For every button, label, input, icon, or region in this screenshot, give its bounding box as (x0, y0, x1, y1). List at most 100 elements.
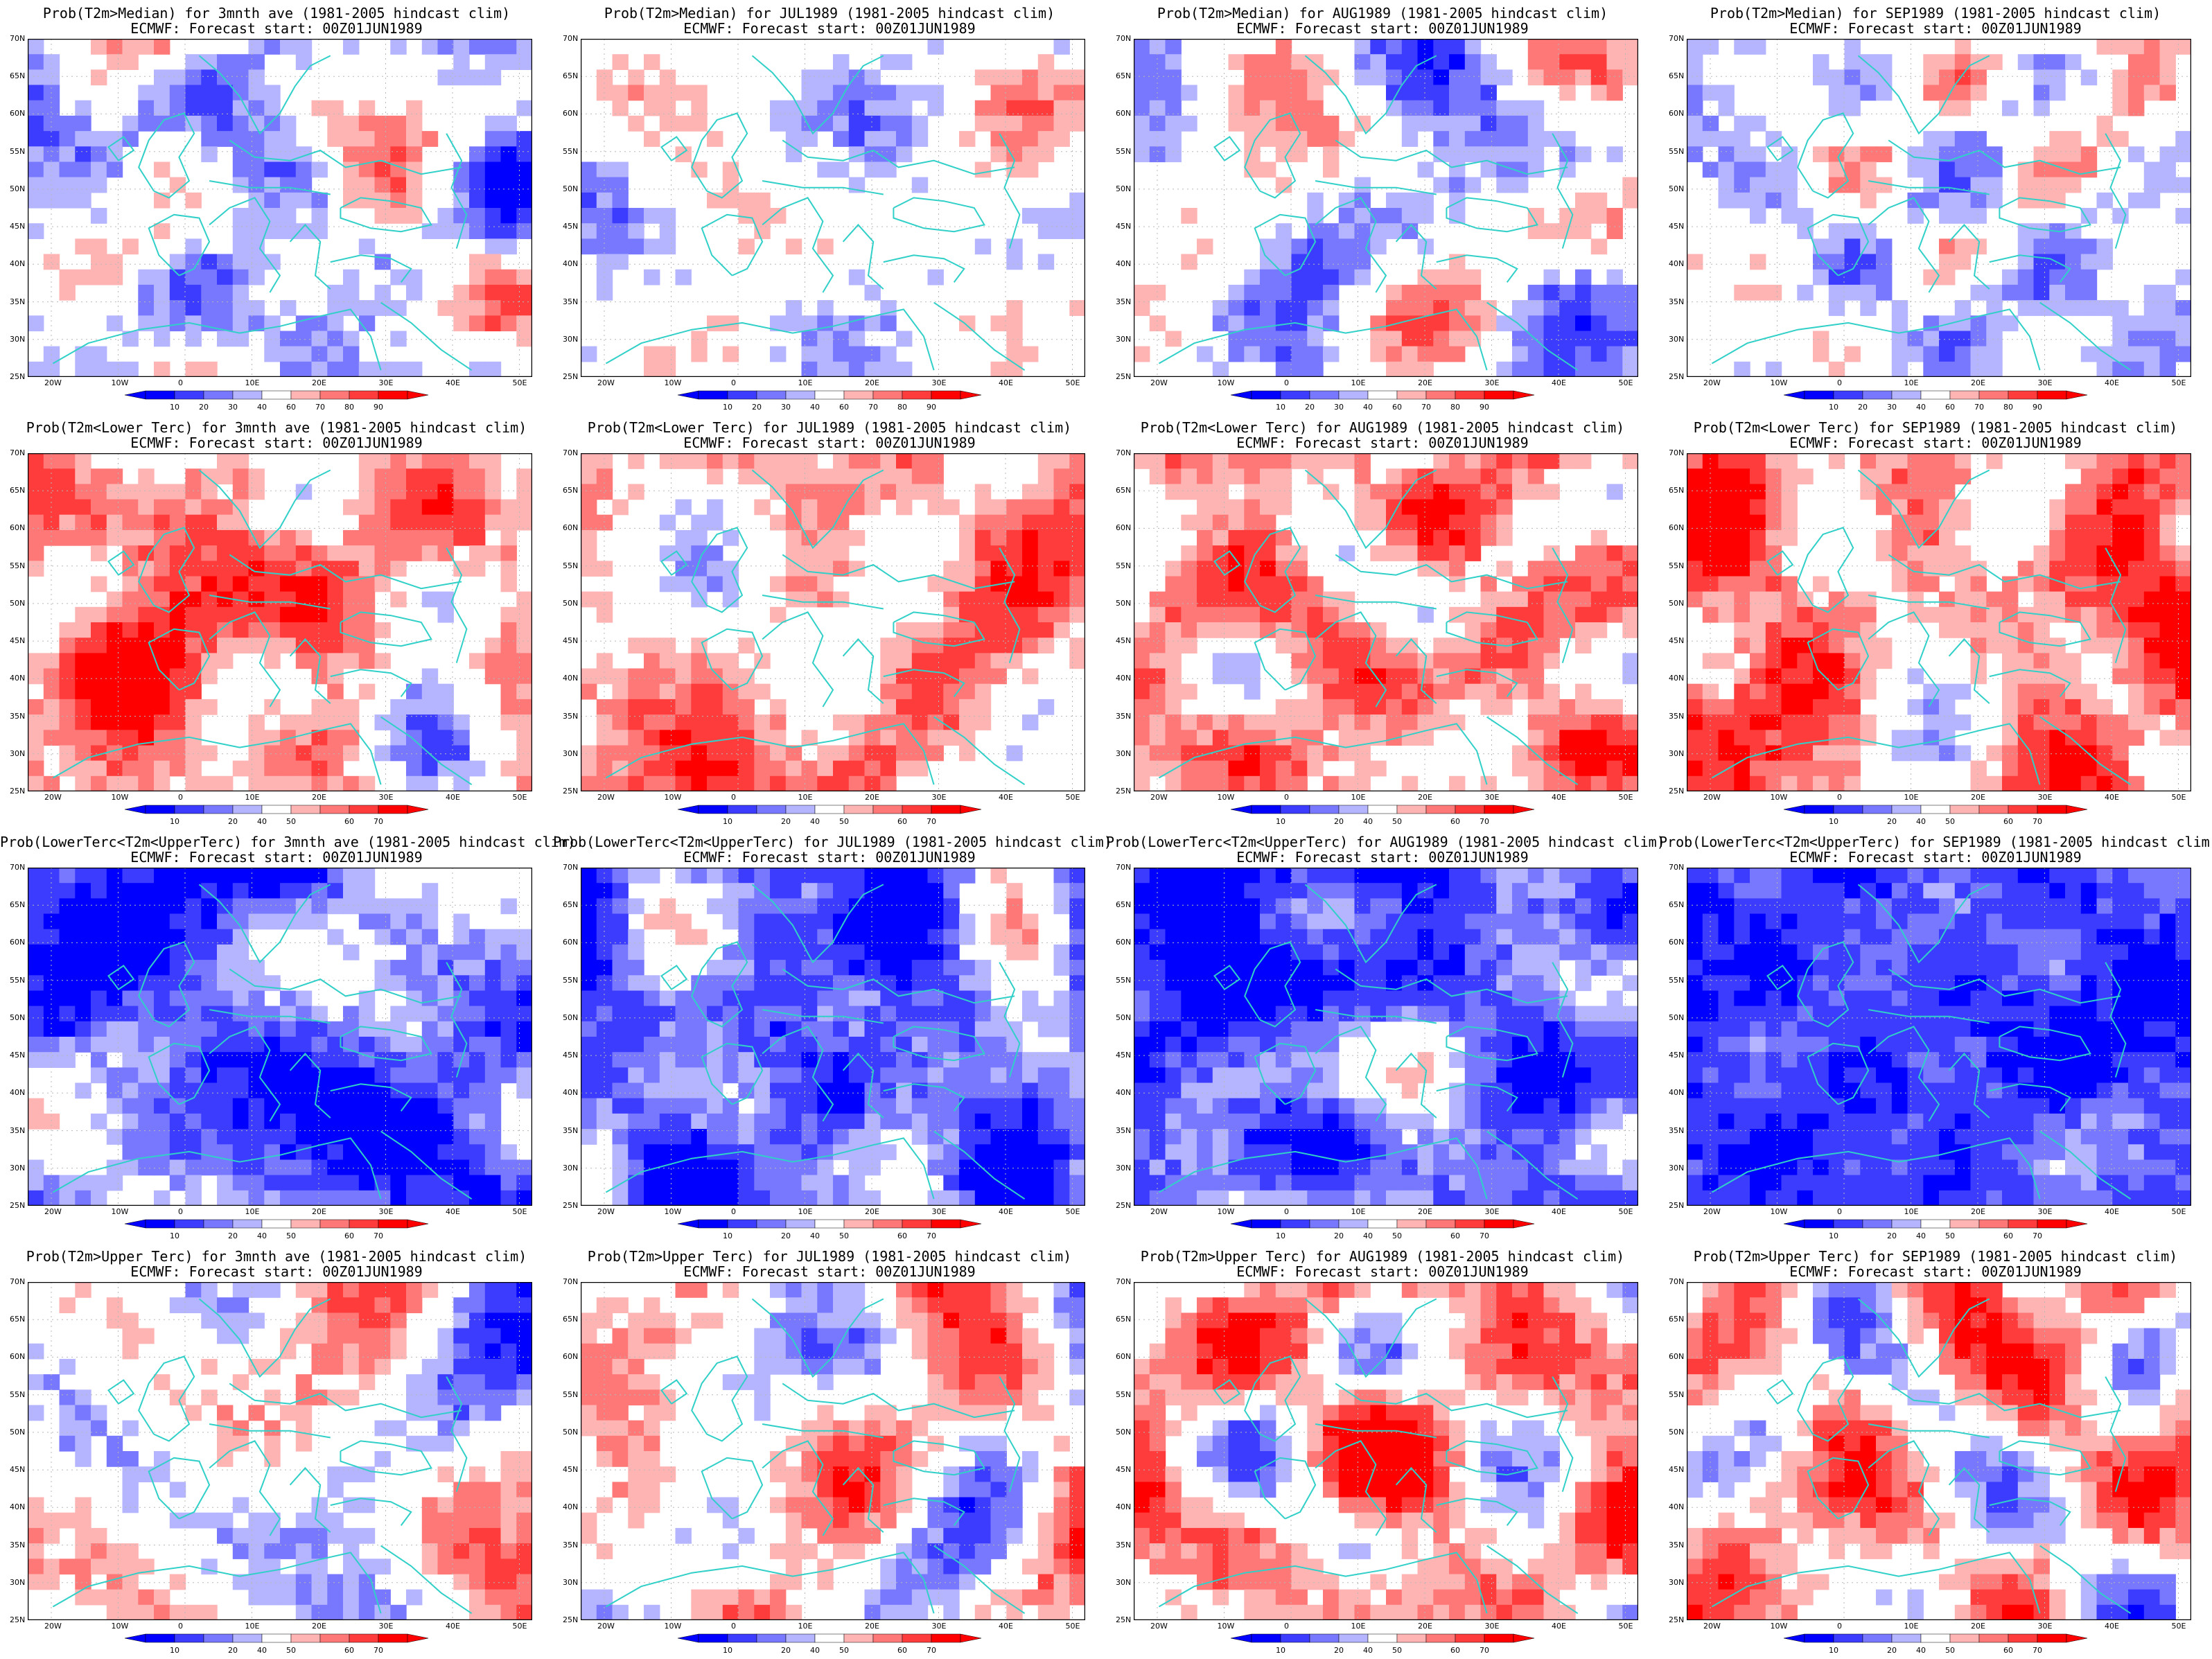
probability-cell (1370, 39, 1386, 55)
probability-cell (1876, 545, 1892, 561)
probability-cell (739, 975, 755, 991)
probability-cell (1575, 362, 1591, 377)
probability-cell (660, 1052, 676, 1068)
probability-cell (975, 500, 991, 516)
probability-cell (1528, 484, 1544, 500)
probability-cell (60, 653, 76, 669)
probability-cell (912, 1129, 928, 1145)
probability-cell (390, 746, 406, 762)
probability-cell (1939, 238, 1955, 254)
probability-cell (1402, 346, 1418, 362)
probability-cell (912, 868, 928, 884)
probability-cell (1703, 131, 1719, 147)
probability-cell (91, 208, 107, 224)
probability-cell (60, 162, 76, 178)
probability-cell (516, 684, 532, 700)
probability-cell (469, 545, 485, 561)
probability-cell (991, 545, 1007, 561)
probability-cell (343, 300, 359, 316)
probability-cell (91, 622, 107, 638)
probability-cell (1150, 468, 1166, 484)
probability-cell (485, 1129, 501, 1145)
longitude-label: 10E (1351, 378, 1366, 387)
probability-cell (1481, 577, 1497, 592)
probability-cell (438, 1144, 454, 1160)
probability-cell (1181, 684, 1197, 700)
probability-cell (154, 85, 170, 101)
probability-cell (896, 684, 912, 700)
probability-cell (233, 561, 249, 577)
probability-cell (1622, 39, 1638, 55)
probability-cell (2097, 131, 2113, 147)
probability-cell (280, 1021, 296, 1037)
probability-cell (1229, 468, 1245, 484)
probability-cell (1481, 146, 1497, 162)
latitude-label: 70N (1669, 448, 1684, 457)
probability-cell (1575, 146, 1591, 162)
probability-cell (1166, 69, 1182, 85)
probability-cell (1339, 638, 1355, 653)
probability-cell (1923, 746, 1939, 762)
probability-cell (613, 254, 629, 270)
probability-cell (1069, 914, 1085, 930)
colorbar-arrow-low (1231, 805, 1252, 814)
probability-cell (833, 1021, 849, 1037)
probability-cell (2144, 346, 2160, 362)
probability-cell (660, 1067, 676, 1083)
probability-map (1687, 453, 2191, 791)
probability-cell (1923, 193, 1939, 209)
probability-cell (1607, 561, 1623, 577)
probability-cell (359, 484, 375, 500)
probability-cell (1703, 453, 1719, 469)
probability-cell (1370, 714, 1386, 730)
probability-cell (75, 1021, 91, 1037)
probability-cell (406, 515, 422, 531)
probability-cell (802, 592, 818, 608)
probability-cell (628, 1083, 644, 1099)
longitude-label: 50E (1619, 793, 1633, 802)
probability-cell (581, 1067, 597, 1083)
probability-cell (959, 1144, 975, 1160)
colorbar-swatch (1397, 805, 1426, 814)
probability-cell (880, 945, 896, 960)
probability-cell (359, 1114, 375, 1130)
colorbar-swatch (1979, 805, 2008, 814)
probability-cell (660, 453, 676, 469)
probability-cell (91, 1006, 107, 1022)
probability-cell (1955, 714, 1971, 730)
probability-cell (1845, 699, 1861, 715)
probability-cell (1766, 193, 1782, 209)
probability-cell (327, 746, 343, 762)
probability-cell (469, 1191, 485, 1206)
probability-cell (2160, 699, 2176, 715)
probability-cell (865, 761, 881, 777)
probability-cell (912, 1021, 928, 1037)
probability-cell (1134, 300, 1150, 316)
probability-cell (2144, 468, 2160, 484)
probability-cell (438, 960, 454, 976)
probability-cell (1923, 85, 1939, 101)
probability-cell (28, 162, 44, 178)
probability-cell (44, 54, 60, 70)
probability-cell (1244, 453, 1260, 469)
probability-cell (217, 285, 233, 301)
probability-cell (912, 453, 928, 469)
probability-cell (2128, 362, 2144, 377)
probability-cell (1323, 776, 1339, 791)
probability-cell (485, 69, 501, 85)
probability-cell (1528, 162, 1544, 178)
probability-cell (1181, 85, 1197, 101)
probability-cell (453, 453, 469, 469)
probability-cell (438, 1114, 454, 1130)
probability-cell (249, 761, 265, 777)
probability-cell (770, 1021, 786, 1037)
probability-cell (1734, 453, 1750, 469)
probability-cell (1591, 238, 1607, 254)
probability-cell (2160, 69, 2176, 85)
longitude-label: 0 (178, 793, 183, 802)
probability-cell (453, 1144, 469, 1160)
probability-cell (123, 238, 139, 254)
probability-cell (343, 177, 359, 193)
probability-cell (2049, 131, 2065, 147)
probability-cell (516, 208, 532, 224)
